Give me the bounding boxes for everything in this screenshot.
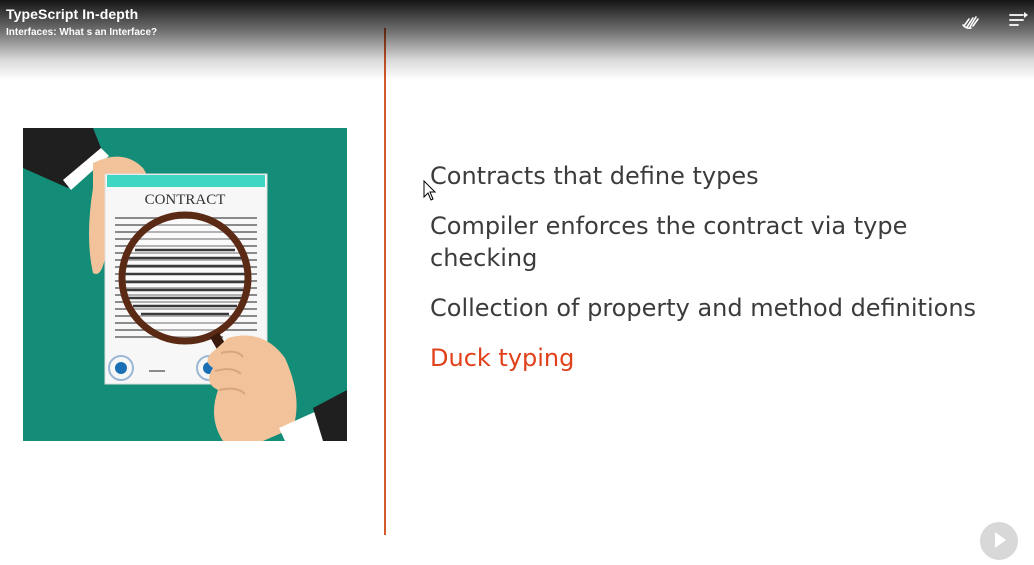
module-title: Interfaces: What s an Interface? bbox=[6, 27, 158, 38]
contract-illustration: CONTRACT bbox=[23, 128, 347, 441]
bullet-item: Compiler enforces the contract via type … bbox=[430, 212, 908, 272]
hands-icon[interactable] bbox=[960, 8, 982, 30]
bullet-list: Contracts that define types Compiler enf… bbox=[430, 160, 1010, 392]
bullet-item: Collection of property and method defini… bbox=[430, 294, 977, 322]
course-title: TypeScript In-depth bbox=[6, 6, 139, 22]
player-header-bar bbox=[0, 0, 1034, 80]
menu-icon[interactable] bbox=[1008, 8, 1030, 30]
bullet-item: Contracts that define types bbox=[430, 162, 759, 190]
bullet-item-highlighted: Duck typing bbox=[430, 344, 575, 372]
play-next-icon[interactable] bbox=[980, 522, 1018, 560]
contract-heading: CONTRACT bbox=[145, 192, 226, 208]
mouse-cursor-icon bbox=[423, 179, 437, 207]
slide-divider bbox=[384, 28, 386, 535]
